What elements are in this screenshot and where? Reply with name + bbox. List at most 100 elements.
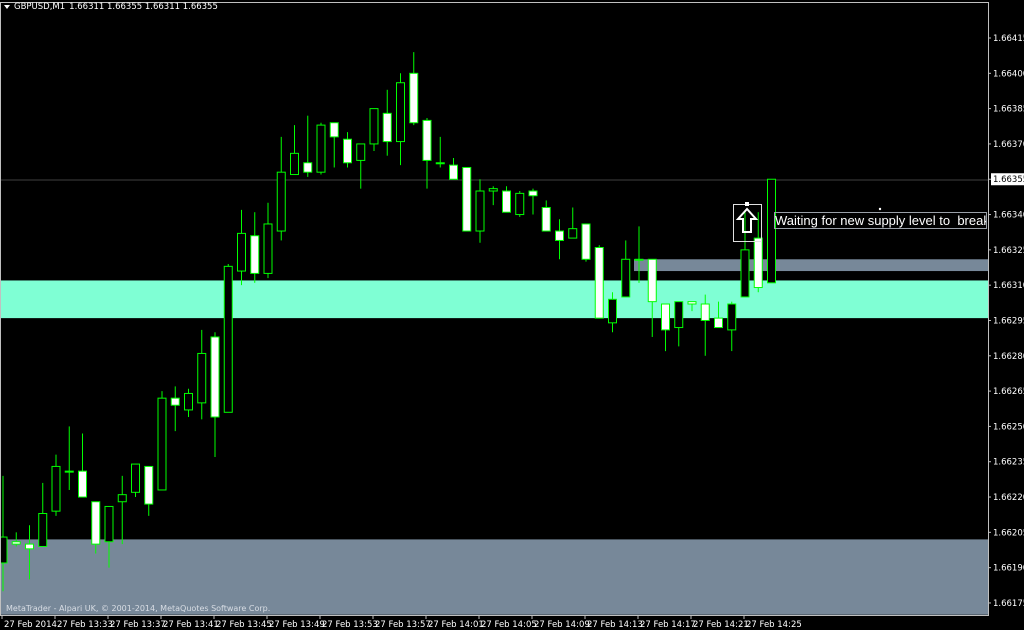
- candle[interactable]: [250, 212, 260, 283]
- candle[interactable]: [422, 118, 432, 189]
- candle[interactable]: [634, 226, 644, 283]
- candle[interactable]: [409, 52, 419, 126]
- candle[interactable]: [197, 329, 207, 420]
- candle[interactable]: [594, 245, 604, 319]
- candle[interactable]: [581, 223, 591, 262]
- candle[interactable]: [51, 454, 61, 516]
- current-price-label: 1.66355: [993, 175, 1024, 185]
- candle[interactable]: [502, 186, 511, 213]
- candle[interactable]: [753, 212, 763, 293]
- candle[interactable]: [661, 303, 670, 352]
- candle[interactable]: [396, 73, 405, 166]
- candle[interactable]: [449, 158, 458, 180]
- candle[interactable]: [104, 505, 114, 568]
- candle[interactable]: [38, 482, 48, 547]
- bear-candle-body: [555, 230, 564, 241]
- candle[interactable]: [528, 188, 538, 215]
- candle[interactable]: [91, 501, 101, 554]
- candle[interactable]: [144, 465, 154, 516]
- bull-candle-body: [157, 397, 167, 491]
- candle[interactable]: [263, 202, 273, 279]
- candle[interactable]: [727, 301, 737, 352]
- candle[interactable]: [608, 292, 617, 333]
- time-label: 27 Feb 13:33: [57, 620, 113, 630]
- anchor-dot: [878, 207, 882, 211]
- bear-candle-body: [687, 301, 697, 305]
- candle[interactable]: [714, 301, 723, 329]
- bear-candle-body: [528, 190, 538, 197]
- candle[interactable]: [568, 207, 578, 239]
- candle[interactable]: [210, 332, 220, 458]
- bull-candle-body: [608, 298, 617, 324]
- candle[interactable]: [475, 179, 485, 243]
- up-arrow-object[interactable]: [733, 202, 762, 242]
- candle[interactable]: [687, 301, 697, 312]
- bull-candle-body: [64, 470, 74, 473]
- candle[interactable]: [78, 433, 87, 498]
- candle[interactable]: [515, 191, 525, 217]
- candle[interactable]: [64, 426, 74, 490]
- candle[interactable]: [0, 475, 8, 592]
- candle[interactable]: [343, 132, 352, 168]
- candle[interactable]: [767, 178, 776, 284]
- bull-candle-body: [727, 303, 737, 331]
- bull-candle-body: [568, 228, 578, 239]
- price-label: 1.66415: [993, 34, 1024, 44]
- price-label: 1.66250: [993, 422, 1024, 432]
- candle[interactable]: [316, 122, 326, 175]
- candle[interactable]: [237, 209, 246, 286]
- candle[interactable]: [157, 391, 167, 491]
- lower-zone: [0, 539, 988, 615]
- bull-candle-body: [237, 232, 246, 272]
- annotation-label[interactable]: Waiting for new supply level to break: [774, 212, 987, 229]
- candle[interactable]: [555, 219, 564, 260]
- time-label: 27 Feb 13:49: [269, 620, 325, 630]
- candle[interactable]: [740, 212, 750, 298]
- candle[interactable]: [674, 301, 684, 347]
- candle[interactable]: [356, 143, 366, 189]
- bull-candle-body: [488, 188, 498, 192]
- candle[interactable]: [329, 122, 339, 168]
- candle[interactable]: [621, 240, 631, 298]
- current-price-box: [991, 173, 1024, 186]
- candle[interactable]: [435, 136, 445, 168]
- candle[interactable]: [488, 186, 498, 206]
- candle[interactable]: [184, 388, 193, 417]
- candle[interactable]: [382, 89, 392, 156]
- candle[interactable]: [700, 294, 710, 356]
- bear-candle-body: [91, 501, 101, 545]
- bear-candle-body: [661, 303, 670, 331]
- dropdown-triangle-icon[interactable]: [4, 5, 10, 9]
- price-label: 1.66235: [993, 458, 1024, 468]
- candle[interactable]: [25, 525, 34, 580]
- bull-candle-body: [38, 513, 48, 547]
- bear-candle-body: [714, 317, 723, 329]
- candle[interactable]: [131, 463, 140, 498]
- candle[interactable]: [290, 125, 299, 176]
- bear-candle-body: [409, 72, 419, 124]
- bear-candle-body: [581, 223, 591, 260]
- time-label: 27 Feb 14:21: [693, 620, 749, 630]
- candle[interactable]: [117, 475, 127, 545]
- time-label: 27 Feb 13:41: [163, 620, 219, 630]
- bear-candle-body: [250, 235, 260, 274]
- candle[interactable]: [647, 258, 657, 337]
- bull-candle-body: [515, 192, 525, 216]
- time-label: 27 Feb 14:01: [428, 620, 484, 630]
- price-label: 1.66280: [993, 352, 1024, 362]
- candle[interactable]: [462, 166, 472, 232]
- candle[interactable]: [223, 263, 233, 413]
- candle[interactable]: [11, 532, 21, 547]
- candle[interactable]: [303, 115, 313, 177]
- candle[interactable]: [541, 200, 551, 232]
- bear-candle-body: [25, 543, 34, 550]
- candle[interactable]: [369, 108, 379, 151]
- candle[interactable]: [170, 386, 180, 432]
- time-label: 27 Feb 14:25: [746, 620, 802, 630]
- bear-candle-body: [647, 258, 657, 303]
- bull-candle-body: [51, 465, 61, 512]
- candle[interactable]: [276, 136, 286, 241]
- price-label: 1.66295: [993, 316, 1024, 326]
